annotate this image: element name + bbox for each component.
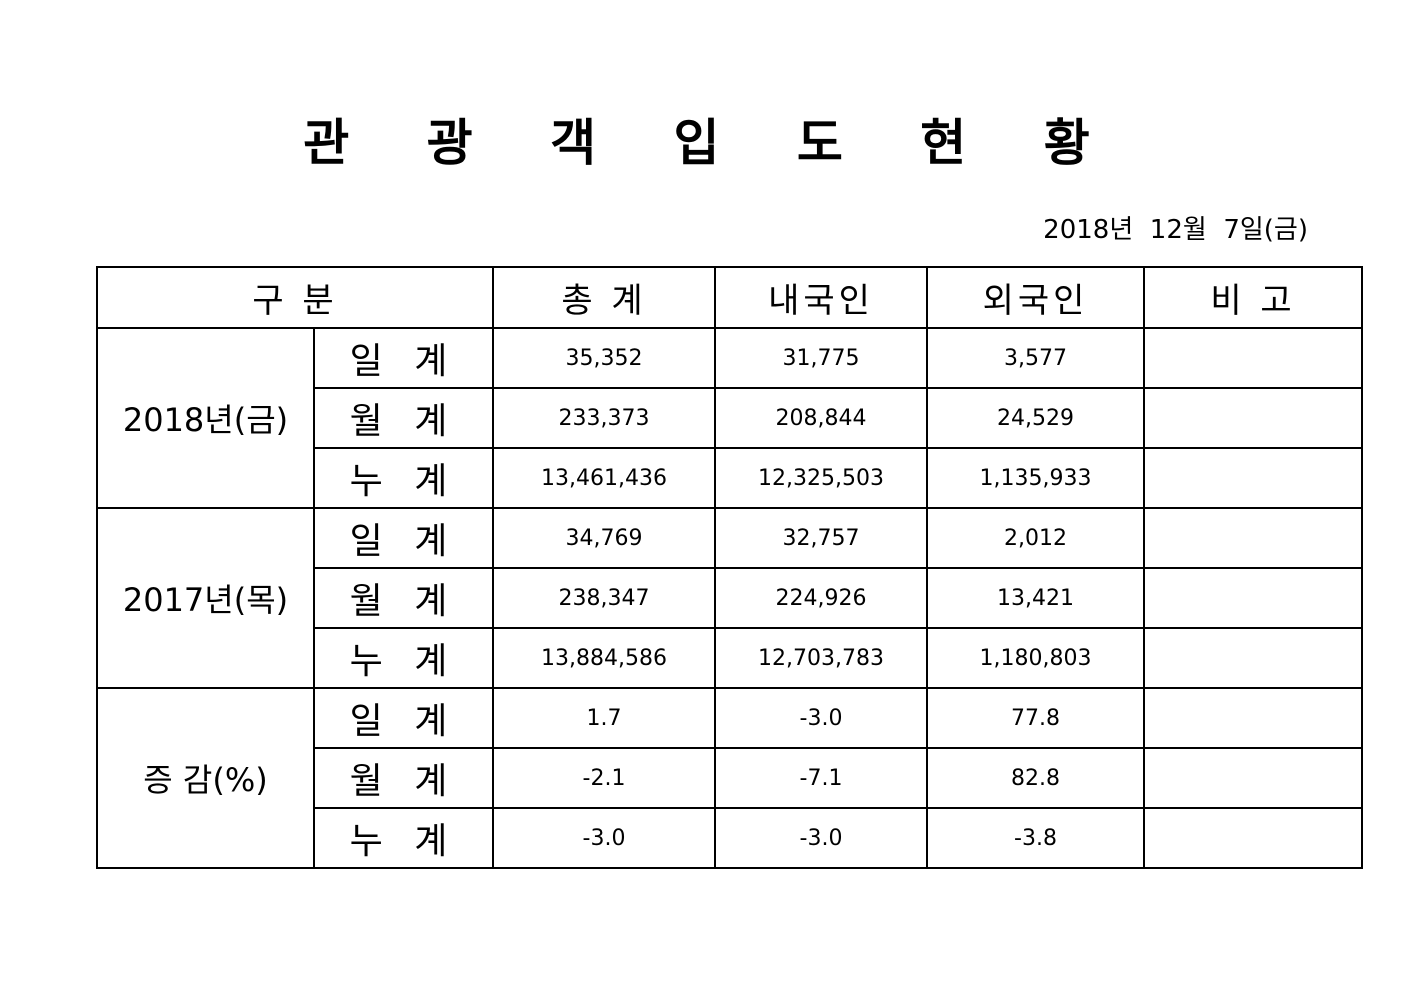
cell-total: 13,884,586 xyxy=(492,627,716,689)
cell-domestic: 224,926 xyxy=(714,567,928,629)
group-label-change-percent: 증 감(%) xyxy=(96,687,315,869)
cell-foreign: 2,012 xyxy=(926,507,1145,569)
cell-domestic: 31,775 xyxy=(714,327,928,389)
table-row: 누 계 13,884,586 12,703,783 1,180,803 xyxy=(97,627,1363,689)
cell-foreign: 82.8 xyxy=(926,747,1145,809)
header-total: 총 계 xyxy=(492,266,716,329)
cell-note xyxy=(1143,687,1363,749)
cell-domestic: -3.0 xyxy=(714,687,928,749)
header-category: 구 분 xyxy=(96,266,494,329)
cell-domestic: 208,844 xyxy=(714,387,928,449)
table-row: 누 계 -3.0 -3.0 -3.8 xyxy=(97,807,1363,869)
row-label: 월 계 xyxy=(313,747,494,809)
table-row: 2017년(목) 일 계 34,769 32,757 2,012 xyxy=(96,507,1363,689)
row-label: 월 계 xyxy=(313,567,494,629)
row-label: 일 계 xyxy=(313,687,494,749)
row-label: 누 계 xyxy=(313,447,494,509)
table-row: 월 계 233,373 208,844 24,529 xyxy=(97,387,1363,449)
report-date: 2018년 12월 7일(금) xyxy=(1043,215,1308,245)
cell-total: 34,769 xyxy=(492,507,716,569)
cell-note xyxy=(1143,627,1363,689)
row-label: 일 계 xyxy=(313,507,494,569)
cell-note xyxy=(1143,807,1363,869)
cell-note xyxy=(1143,447,1363,509)
document-title: 관 광 객 입 도 현 황 xyxy=(303,114,1120,172)
header-note: 비 고 xyxy=(1143,266,1363,329)
row-label: 누 계 xyxy=(313,627,494,689)
cell-domestic: -7.1 xyxy=(714,747,928,809)
group-label-2017: 2017년(목) xyxy=(96,507,315,689)
cell-foreign: 24,529 xyxy=(926,387,1145,449)
cell-total: 233,373 xyxy=(492,387,716,449)
table-row: 월 계 -2.1 -7.1 82.8 xyxy=(97,747,1363,809)
cell-domestic: 32,757 xyxy=(714,507,928,569)
cell-total: 13,461,436 xyxy=(492,447,716,509)
header-foreign: 외국인 xyxy=(926,266,1145,329)
cell-domestic: 12,325,503 xyxy=(714,447,928,509)
cell-total: 238,347 xyxy=(492,567,716,629)
cell-foreign: 1,180,803 xyxy=(926,627,1145,689)
table-header-row: 구 분 총 계 내국인 외국인 비 고 xyxy=(96,266,1363,329)
row-label: 월 계 xyxy=(313,387,494,449)
row-label: 일 계 xyxy=(313,327,494,389)
cell-foreign: 13,421 xyxy=(926,567,1145,629)
table-row: 2018년(금) 일 계 35,352 31,775 3,577 xyxy=(96,327,1363,509)
cell-note xyxy=(1143,387,1363,449)
cell-note xyxy=(1143,327,1363,389)
row-label: 누 계 xyxy=(313,807,494,869)
cell-domestic: -3.0 xyxy=(714,807,928,869)
cell-total: 35,352 xyxy=(492,327,716,389)
table-row: 월 계 238,347 224,926 13,421 xyxy=(97,567,1363,629)
cell-total: 1.7 xyxy=(492,687,716,749)
table-row: 증 감(%) 일 계 1.7 -3.0 77.8 xyxy=(96,687,1363,869)
cell-foreign: 1,135,933 xyxy=(926,447,1145,509)
cell-foreign: 3,577 xyxy=(926,327,1145,389)
cell-total: -3.0 xyxy=(492,807,716,869)
group-label-2018: 2018년(금) xyxy=(96,327,315,509)
cell-note xyxy=(1143,507,1363,569)
cell-note xyxy=(1143,747,1363,809)
cell-total: -2.1 xyxy=(492,747,716,809)
tourist-arrivals-table: 구 분 총 계 내국인 외국인 비 고 2018년(금) 일 계 35,352 … xyxy=(96,266,1363,869)
cell-foreign: 77.8 xyxy=(926,687,1145,749)
table-row: 누 계 13,461,436 12,325,503 1,135,933 xyxy=(97,447,1363,509)
cell-note xyxy=(1143,567,1363,629)
cell-foreign: -3.8 xyxy=(926,807,1145,869)
cell-domestic: 12,703,783 xyxy=(714,627,928,689)
header-domestic: 내국인 xyxy=(714,266,928,329)
